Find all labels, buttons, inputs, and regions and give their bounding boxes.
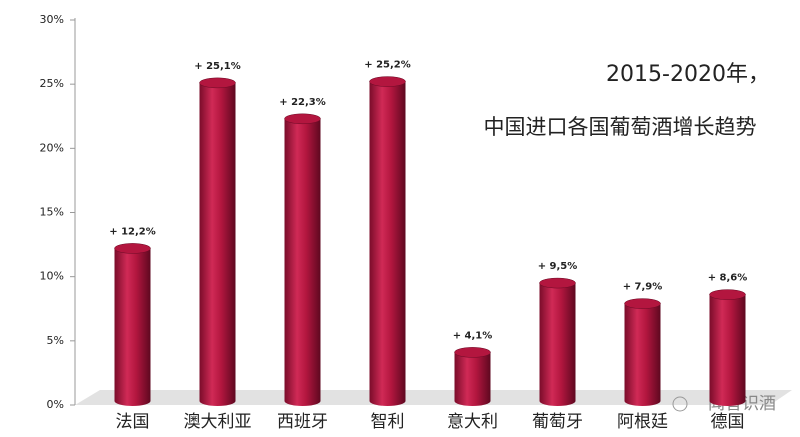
x-tick-label: 澳大利亚	[184, 412, 252, 432]
y-tick-label: 0%	[47, 398, 64, 411]
y-tick-label: 20%	[40, 141, 64, 154]
value-label: + 22,3%	[279, 97, 326, 108]
value-label: + 25,1%	[194, 61, 241, 72]
bar-cap	[454, 347, 491, 358]
bar-cap	[199, 77, 236, 89]
title-line: 2015-2020年，	[606, 62, 770, 87]
x-tick-label: 德国	[711, 412, 745, 432]
bar-cap	[284, 113, 321, 125]
bar-cap	[539, 277, 576, 289]
bar	[284, 113, 321, 407]
bar	[454, 347, 491, 407]
x-tick-label: 法国	[116, 412, 150, 432]
watermark-icon	[672, 396, 688, 412]
x-tick-label: 智利	[371, 412, 405, 432]
bar-cap	[369, 76, 406, 87]
value-label: + 9,5%	[538, 261, 578, 272]
y-tick-label: 25%	[40, 77, 64, 90]
bar	[369, 76, 406, 407]
x-tick-label: 意大利	[447, 412, 498, 432]
y-tick-label: 5%	[47, 334, 64, 347]
y-tick-label: 30%	[40, 13, 64, 26]
value-label: + 8,6%	[708, 273, 748, 284]
floor	[75, 390, 792, 405]
bar	[114, 243, 151, 407]
value-label: + 25,2%	[364, 60, 411, 71]
bar	[199, 77, 236, 407]
x-tick-label: 葡萄牙	[532, 412, 583, 432]
bar	[539, 278, 576, 407]
value-label: + 4,1%	[453, 330, 493, 341]
value-label: + 12,2%	[109, 226, 156, 237]
bar	[709, 289, 746, 407]
bar	[624, 298, 661, 407]
title-line: 中国进口各国葡萄酒增长趋势	[484, 115, 757, 139]
x-tick-label: 阿根廷	[617, 412, 668, 432]
x-tick-label: 西班牙	[277, 412, 328, 432]
bar-cap	[114, 243, 151, 254]
bar-cap	[624, 298, 661, 309]
value-label: + 7,9%	[623, 282, 663, 293]
y-tick-label: 10%	[40, 270, 64, 283]
bar-cap	[709, 289, 746, 300]
y-tick-label: 15%	[40, 206, 64, 219]
